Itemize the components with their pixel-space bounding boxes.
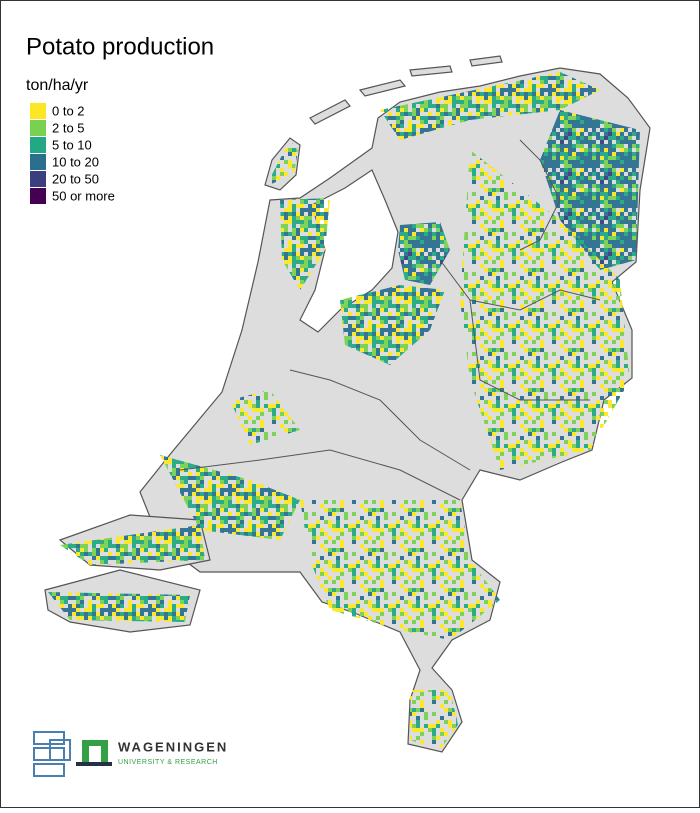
logo-shape xyxy=(33,763,65,777)
legend: 0 to 2 2 to 5 5 to 10 10 to 20 20 to 50 50 or… xyxy=(30,103,115,204)
crop-patch xyxy=(398,222,450,285)
crop-patch xyxy=(300,500,500,640)
border xyxy=(439,259,601,311)
logo-shape xyxy=(76,762,112,766)
ameland xyxy=(409,65,453,77)
logo-tagline: UNIVERSITY & RESEARCH xyxy=(118,759,218,766)
legend-swatch xyxy=(30,137,46,153)
legend-label: 0 to 2 xyxy=(52,103,85,118)
crop-patch xyxy=(160,455,300,540)
border xyxy=(289,369,471,471)
terschelling xyxy=(358,79,407,97)
crop-patch xyxy=(266,140,298,186)
logo-shape xyxy=(89,746,101,762)
schiermonnikoog xyxy=(469,55,503,67)
legend-label: 2 to 5 xyxy=(52,120,85,135)
legend-swatch xyxy=(30,103,46,119)
border xyxy=(519,139,561,251)
crop-patch xyxy=(48,592,190,622)
legend-title: ton/ha/yr xyxy=(26,77,89,94)
border xyxy=(179,449,461,501)
legend-label: 5 to 10 xyxy=(52,137,92,152)
legend-label: 20 to 50 xyxy=(52,171,99,186)
crop-patch xyxy=(340,285,445,365)
legend-swatch xyxy=(30,120,46,136)
legend-swatch xyxy=(30,171,46,187)
crop-patch xyxy=(230,390,300,445)
crop-patch xyxy=(410,690,458,750)
legend-label: 10 to 20 xyxy=(52,154,99,169)
crop-patch xyxy=(380,72,600,140)
crop-patch xyxy=(280,198,330,290)
legend-swatch xyxy=(30,188,46,204)
logo-shape xyxy=(49,739,71,761)
crop-patch xyxy=(60,525,205,565)
legend-label: 50 or more xyxy=(52,188,115,203)
crop-patches xyxy=(48,72,640,750)
province-borders xyxy=(179,139,601,501)
wur-logo: WAGENINGEN UNIVERSITY & RESEARCH xyxy=(76,739,228,766)
legend-swatch xyxy=(30,154,46,170)
crop-patch xyxy=(460,150,630,470)
title: Potato production xyxy=(26,33,214,60)
crop-patch xyxy=(540,110,640,270)
logo-name: WAGENINGEN xyxy=(118,739,228,754)
cbs-logo xyxy=(33,731,71,777)
vlieland xyxy=(309,99,351,125)
border xyxy=(469,299,590,401)
